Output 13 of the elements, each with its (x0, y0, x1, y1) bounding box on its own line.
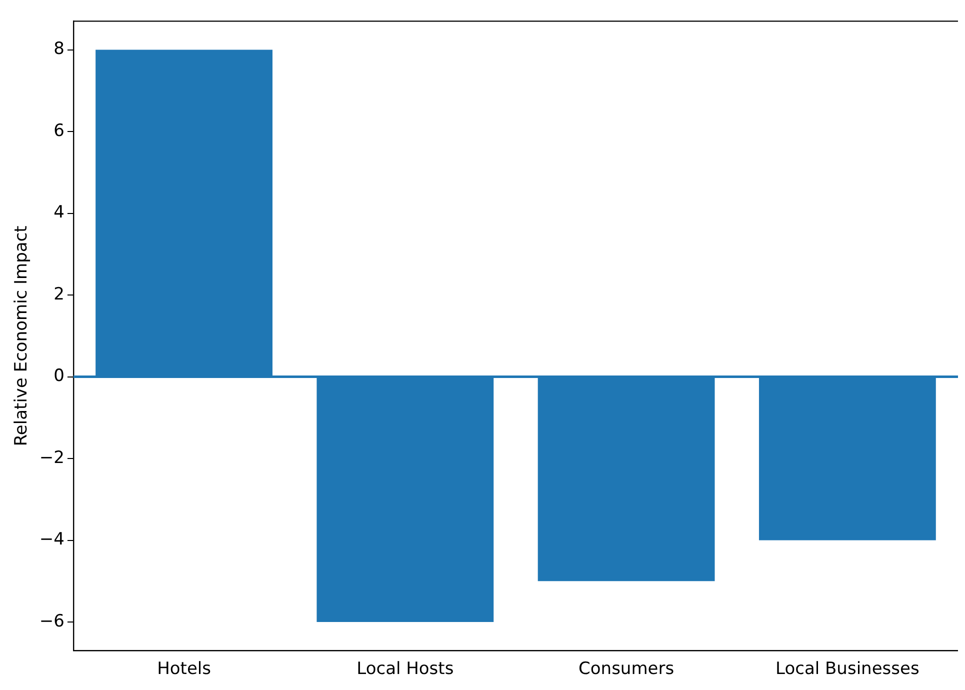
x-tick-label: Hotels (157, 659, 212, 680)
x-tick-label: Local Businesses (776, 659, 920, 680)
y-tick-label: 2 (54, 284, 64, 304)
y-tick-label: 6 (54, 120, 64, 141)
y-tick-label: 0 (54, 366, 64, 386)
y-tick-label: −2 (39, 448, 64, 468)
y-tick-label: −4 (39, 530, 64, 550)
x-tick-label: Local Hosts (356, 659, 454, 680)
y-tick-label: 4 (54, 202, 64, 223)
y-axis-title: Relative Economic Impact (12, 225, 32, 446)
y-tick-label: −6 (39, 611, 64, 632)
x-tick-label: Consumers (578, 659, 674, 680)
y-tick-label: 8 (54, 39, 64, 60)
